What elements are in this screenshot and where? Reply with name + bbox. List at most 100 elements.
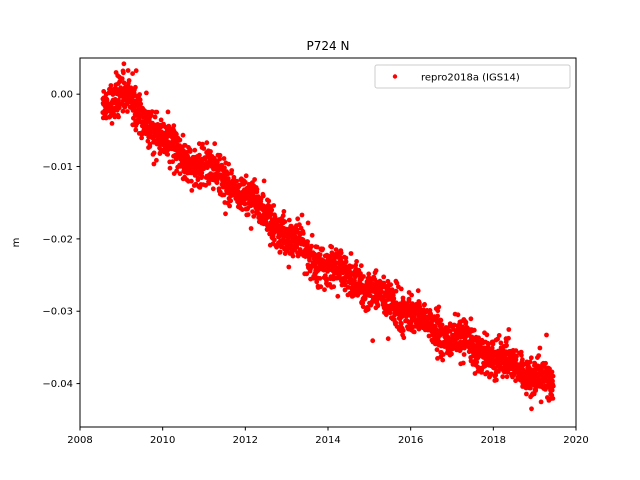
data-point: [549, 369, 555, 375]
data-point: [282, 219, 288, 225]
data-point: [138, 101, 144, 107]
data-point: [192, 147, 198, 153]
data-point: [254, 187, 260, 192]
data-point: [121, 61, 127, 67]
data-point: [187, 149, 193, 155]
data-point: [133, 84, 138, 90]
data-point: [126, 78, 132, 83]
data-point: [158, 117, 164, 123]
data-point: [199, 173, 205, 179]
data-point: [333, 247, 339, 253]
data-point: [121, 70, 126, 76]
data-point: [309, 243, 314, 249]
x-tick-label: 2012: [233, 435, 258, 446]
data-point: [375, 303, 381, 309]
data-point: [281, 209, 287, 214]
data-point: [447, 321, 453, 327]
data-point: [434, 347, 440, 353]
data-point: [221, 156, 227, 161]
data-point: [280, 213, 286, 219]
data-point: [197, 152, 202, 158]
data-point: [305, 220, 311, 226]
data-point: [154, 109, 160, 115]
chart-title: P724 N: [307, 39, 350, 53]
data-point: [177, 171, 183, 177]
data-point: [170, 159, 176, 165]
data-point: [366, 271, 372, 277]
data-point: [317, 252, 323, 258]
legend-entry: repro2018a (IGS14): [421, 73, 520, 84]
data-point: [221, 192, 227, 198]
data-point: [550, 396, 556, 401]
data-point: [476, 335, 481, 341]
data-point: [217, 152, 223, 158]
y-axis: 0.00 −0.01 −0.02 −0.03 −0.04: [42, 90, 80, 390]
data-point: [314, 279, 320, 285]
data-point: [544, 332, 549, 338]
data-point: [337, 272, 342, 278]
data-point: [500, 374, 506, 380]
data-point: [543, 360, 548, 366]
data-point: [204, 140, 210, 146]
data-point: [550, 383, 556, 389]
x-tick-label: 2018: [481, 435, 506, 446]
data-point: [393, 300, 399, 306]
data-point: [422, 302, 427, 307]
data-point: [353, 262, 359, 268]
data-point: [468, 316, 474, 322]
data-point: [120, 108, 126, 114]
data-point: [387, 310, 393, 316]
data-point: [116, 105, 122, 111]
data-point: [202, 156, 208, 162]
data-point: [109, 121, 115, 126]
data-point: [436, 304, 442, 310]
data-point: [130, 71, 136, 76]
data-point: [165, 109, 171, 115]
data-point: [504, 374, 510, 380]
data-point: [307, 257, 312, 263]
y-tick-label: −0.02: [42, 234, 73, 245]
data-point: [398, 286, 404, 292]
data-point: [108, 83, 114, 88]
data-point: [300, 231, 306, 236]
data-point: [528, 355, 534, 361]
data-point: [533, 388, 539, 393]
y-axis-label: m: [11, 238, 22, 248]
y-tick-label: −0.03: [42, 307, 73, 318]
data-point: [358, 263, 364, 269]
data-point: [439, 322, 445, 328]
x-axis: 2008 2010 2012 2014 2016 2018 2020: [67, 427, 589, 446]
data-point: [343, 259, 349, 265]
data-point: [324, 278, 329, 284]
data-point: [180, 132, 186, 138]
y-tick-label: 0.00: [51, 90, 73, 101]
y-tick-label: −0.04: [42, 379, 73, 390]
data-point: [463, 319, 469, 325]
data-point: [504, 343, 509, 348]
data-point: [385, 278, 391, 284]
data-point: [370, 338, 376, 344]
data-point: [234, 178, 240, 184]
data-point: [409, 292, 414, 298]
data-point: [349, 264, 355, 270]
data-point: [266, 198, 272, 204]
data-point: [212, 141, 218, 147]
data-point: [152, 114, 158, 120]
data-point: [137, 92, 143, 97]
data-point: [435, 313, 440, 319]
data-point: [314, 244, 320, 250]
data-point: [222, 165, 227, 171]
data-point: [133, 68, 139, 74]
data-point: [399, 321, 404, 326]
legend-marker: [392, 74, 398, 79]
data-point: [406, 296, 412, 302]
data-point: [506, 327, 512, 332]
data-point: [174, 168, 180, 174]
data-point: [411, 329, 417, 335]
data-point: [133, 127, 139, 133]
data-point: [348, 251, 354, 256]
data-point: [537, 345, 543, 351]
data-point: [335, 293, 341, 299]
data-point: [116, 114, 121, 120]
data-point: [365, 306, 371, 312]
